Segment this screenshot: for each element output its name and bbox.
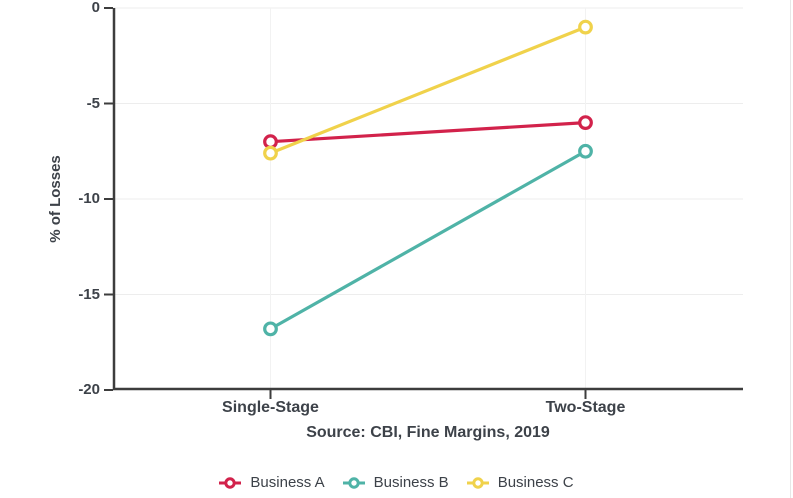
legend-marker-circle [347,476,360,489]
marker-business-c-two-stage[interactable] [578,19,593,35]
legend-item-business-a[interactable]: Business A [219,474,325,491]
series-line-business-b[interactable] [268,149,588,331]
series-line-business-a[interactable] [268,120,588,144]
legend-marker-icon [466,476,489,489]
window-right-border [790,0,791,498]
source-caption: Source: CBI, Fine Margins, 2019 [306,424,550,441]
x-tick-label-single-stage: Single-Stage [222,399,319,416]
marker-business-a-two-stage[interactable] [578,115,593,130]
marker-business-b-single-stage[interactable] [263,321,278,337]
legend-label: Business B [373,474,449,491]
legend-item-business-c[interactable]: Business C [466,474,574,491]
y-tick-label: -10 [78,190,100,207]
legend-marker-circle [471,476,484,489]
marker-business-b-two-stage[interactable] [578,143,593,159]
y-tick-label: -15 [78,285,100,303]
legend-marker-circle [224,476,237,489]
legend-item-business-b[interactable]: Business B [342,474,449,491]
series-line-business-c[interactable] [268,25,588,155]
marker-business-c-single-stage[interactable] [263,145,278,161]
y-tick-label: -20 [78,381,100,398]
legend-marker-icon [219,476,242,489]
legend: Business A Business B Business C [0,474,793,491]
legend-label: Business A [250,474,325,491]
y-tick-label: 0 [91,0,100,16]
legend-marker-icon [342,476,365,489]
legend-label: Business C [497,474,574,491]
marker-business-a-single-stage[interactable] [263,134,278,150]
y-tick-label: -5 [86,94,100,112]
x-tick-label-two-stage: Two-Stage [545,399,626,416]
